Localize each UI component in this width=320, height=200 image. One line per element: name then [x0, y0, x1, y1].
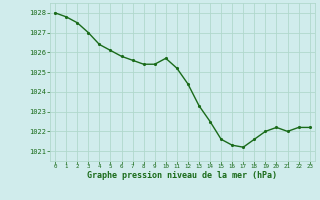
X-axis label: Graphe pression niveau de la mer (hPa): Graphe pression niveau de la mer (hPa) [87, 171, 277, 180]
